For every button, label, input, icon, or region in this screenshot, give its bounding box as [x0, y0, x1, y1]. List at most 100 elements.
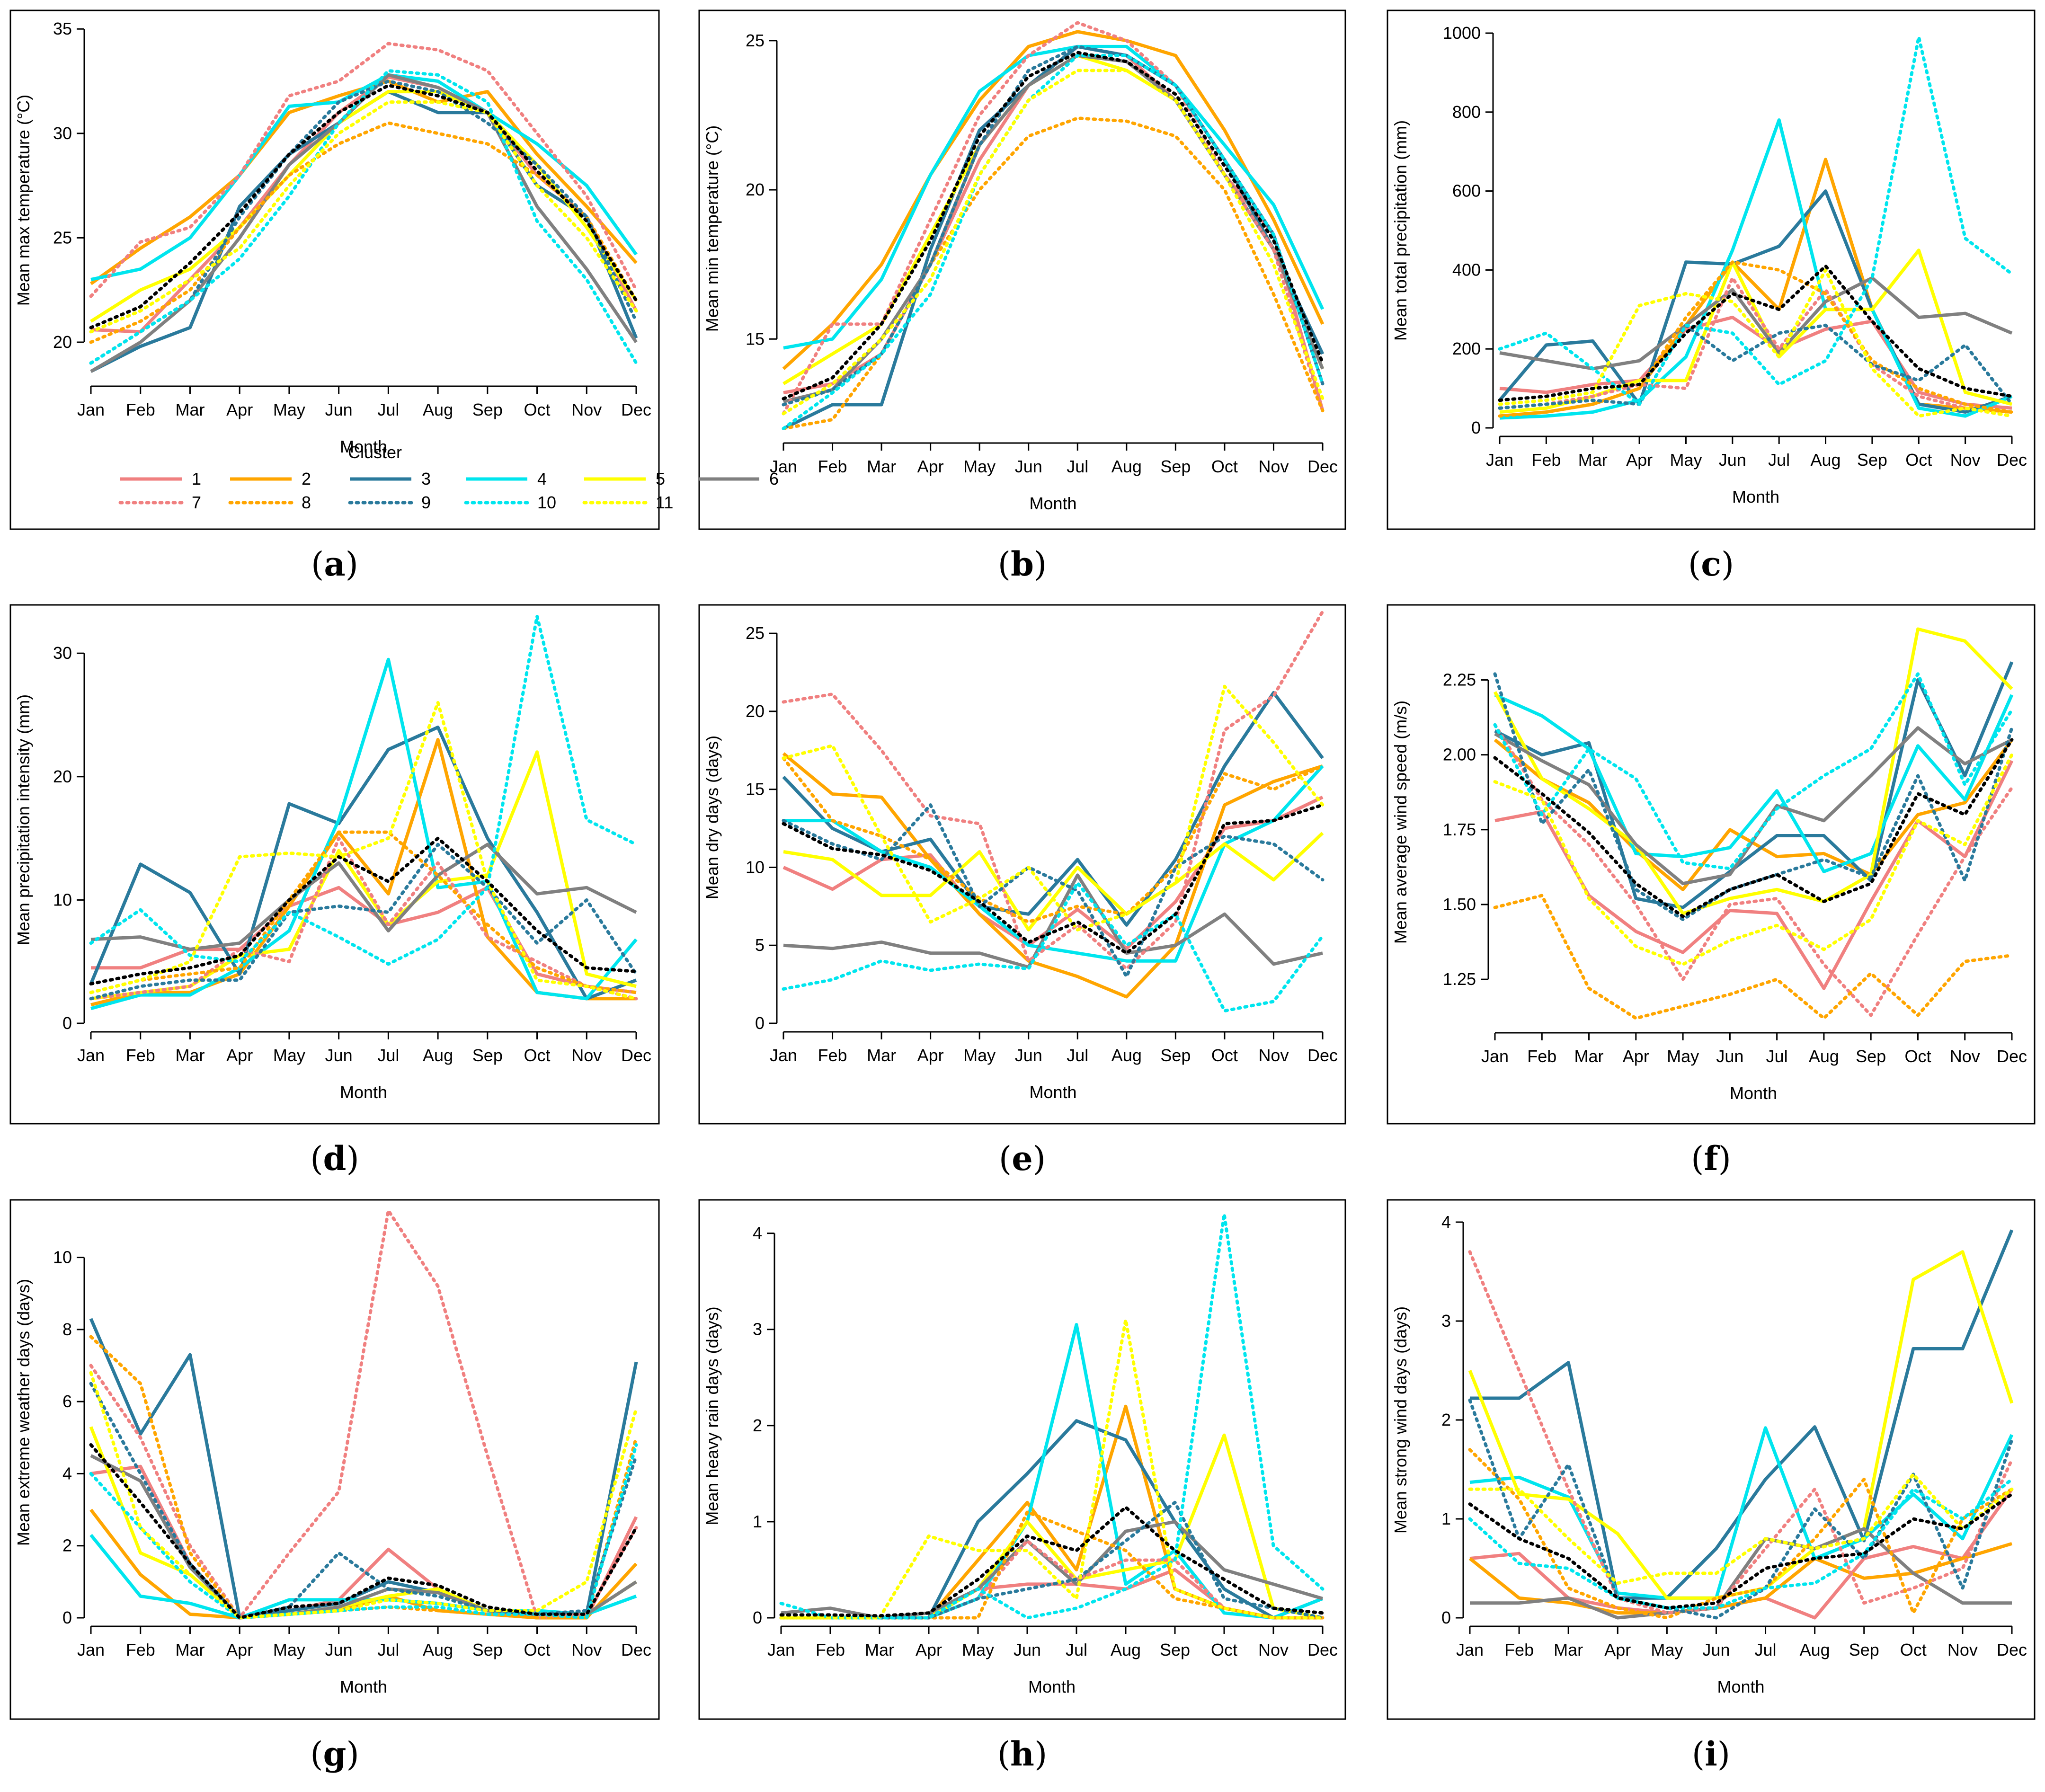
x-axis-title: Month — [340, 437, 387, 456]
y-tick-label: 6 — [62, 1392, 72, 1411]
series-line-4 — [1469, 1426, 2014, 1600]
series-line-8 — [89, 830, 638, 994]
x-tick-label: Feb — [1504, 1640, 1534, 1659]
x-tick-label: Nov — [571, 400, 602, 419]
series-line-2 — [90, 738, 636, 1007]
y-tick-label: 2 — [1441, 1410, 1451, 1429]
x-tick-label: Oct — [1905, 450, 1932, 470]
x-tick-label: May — [1651, 1640, 1683, 1659]
series-line-1 — [1499, 316, 2012, 410]
x-tick-label: Apr — [917, 457, 944, 476]
series-line-7 — [89, 42, 638, 298]
x-tick-label: Nov — [571, 1640, 602, 1659]
series-line-8 — [1468, 1448, 2014, 1620]
x-tick-label: Dec — [621, 400, 651, 419]
x-tick-label: Feb — [816, 1640, 845, 1659]
panel-caption: (c) — [1688, 544, 1734, 584]
series-line-4 — [1494, 693, 2014, 873]
legend-label: 8 — [302, 493, 311, 512]
x-tick-label: Jul — [1766, 1047, 1788, 1066]
x-tick-label: Jul — [1768, 450, 1790, 470]
y-tick-label: 200 — [1452, 339, 1481, 358]
x-tick-label: Jun — [1015, 1046, 1042, 1065]
x-axis-title: Month — [1029, 494, 1076, 513]
series-line-11 — [782, 69, 1325, 416]
x-tick-label: Apr — [1604, 1640, 1631, 1659]
y-tick-label: 8 — [62, 1320, 72, 1339]
x-tick-label: Aug — [1111, 1640, 1141, 1659]
series-line-11 — [1468, 1473, 2014, 1585]
series-line-4 — [90, 73, 638, 282]
x-tick-label: Nov — [1258, 1640, 1289, 1659]
series-line-7 — [782, 610, 1325, 971]
x-tick-label: Feb — [126, 1046, 155, 1065]
x-tick-label: Jan — [77, 1640, 105, 1659]
series-line-5 — [1468, 1250, 2014, 1600]
y-axis-title: Mean max temperature (°C) — [14, 95, 33, 306]
x-tick-label: Sep — [1160, 457, 1191, 476]
x-tick-label: Oct — [524, 400, 551, 419]
x-tick-label: Dec — [1307, 1640, 1338, 1659]
y-tick-label: 30 — [53, 643, 72, 663]
series-line-9 — [89, 80, 638, 365]
x-tick-label: Feb — [818, 1046, 847, 1065]
series-line-11 — [89, 701, 638, 1001]
series-line-10 — [1468, 1477, 2014, 1610]
x-axis-title: Month — [1028, 1677, 1076, 1696]
panel-g: 0 2 4 6 8 10 Jan Feb Mar Apr May Jun Jul Aug Sep Oct Nov… — [9, 1199, 660, 1774]
y-axis-title: Mean min temperature (°C) — [702, 125, 722, 332]
x-tick-label: Dec — [1997, 450, 2027, 470]
x-tick-label: Jan — [77, 1046, 105, 1065]
x-tick-label: Jan — [767, 1640, 795, 1659]
y-tick-label: 10 — [53, 1248, 72, 1267]
y-tick-label: 3 — [1441, 1311, 1451, 1331]
series-line-6 — [1494, 726, 2013, 886]
x-tick-label: Nov — [1950, 450, 1981, 470]
legend: Cluster 1 2 3 4 5 6 7 8 9 10 11 — [118, 443, 779, 512]
series-line-mean — [1468, 1492, 2014, 1610]
x-tick-label: Feb — [1531, 450, 1561, 470]
y-tick-label: 0 — [1471, 418, 1481, 437]
x-tick-label: Apr — [916, 1640, 942, 1659]
y-tick-label: 1000 — [1443, 23, 1481, 43]
x-tick-label: Mar — [1578, 450, 1608, 470]
x-tick-label: Apr — [226, 1046, 253, 1065]
y-tick-label: 20 — [746, 180, 765, 199]
y-tick-label: 1.25 — [1443, 969, 1476, 989]
y-tick-label: 1.75 — [1443, 820, 1476, 839]
panel-frame — [9, 1199, 660, 1720]
panel-frame — [698, 604, 1346, 1125]
series-line-5 — [782, 53, 1325, 385]
series-line-8 — [1493, 894, 2014, 1020]
x-axis-title: Month — [1029, 1082, 1076, 1102]
series-line-7 — [1468, 1250, 2014, 1615]
series-line-2 — [782, 30, 1325, 370]
series-line-mean — [1493, 738, 2014, 918]
x-tick-label: Nov — [1947, 1640, 1978, 1659]
series-line-3 — [1494, 661, 2014, 909]
x-tick-label: Mar — [865, 1640, 894, 1659]
y-tick-label: 35 — [53, 19, 72, 38]
x-tick-label: Jun — [1015, 457, 1042, 476]
x-tick-label: Sep — [1857, 450, 1887, 470]
x-tick-label: Feb — [126, 1640, 155, 1659]
series-line-2 — [1499, 158, 2012, 418]
x-tick-label: Jul — [377, 1046, 399, 1065]
x-tick-label: Apr — [226, 400, 253, 419]
x-tick-label: Aug — [423, 1640, 453, 1659]
legend-label: 6 — [769, 469, 779, 488]
panel-caption: (d) — [310, 1139, 359, 1178]
panel-caption: (f) — [1691, 1139, 1731, 1178]
panel-d: 0 10 20 30 Jan Feb Mar Apr May Jun Jul Aug Sep Oct Nov… — [9, 604, 660, 1178]
x-tick-label: Sep — [1160, 1046, 1191, 1065]
series-line-7 — [89, 836, 638, 1001]
y-tick-label: 25 — [746, 623, 765, 643]
panel-a: 20 25 30 35 Jan Feb Mar Apr May Jun Jul Aug Sep Oct No… — [9, 9, 660, 584]
x-tick-label: Dec — [1307, 457, 1338, 476]
x-tick-label: Sep — [472, 1640, 503, 1659]
x-tick-label: Jun — [325, 1640, 353, 1659]
series-line-10 — [89, 1443, 638, 1620]
x-tick-label: May — [963, 457, 996, 476]
y-axis-title: Mean precipitation intensity (mm) — [14, 694, 33, 945]
panel-frame — [1387, 604, 2036, 1125]
